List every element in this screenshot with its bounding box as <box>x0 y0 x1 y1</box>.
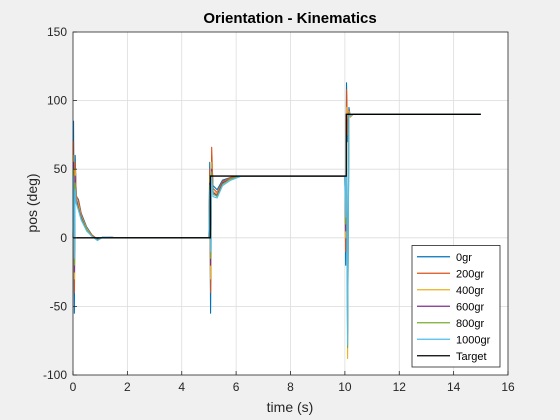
y-tick-label: 150 <box>47 25 67 39</box>
x-tick-label: 16 <box>501 380 515 394</box>
x-tick-label: 14 <box>447 380 461 394</box>
series-line-target <box>73 113 481 239</box>
x-tick-label: 8 <box>287 380 294 394</box>
tick-layer: 0 2 4 6 8 10 12 14 16 -100 -50 0 50 100 150 <box>43 25 515 394</box>
chart-title: Orientation - Kinematics <box>203 10 376 27</box>
legend-entry-label: 200gr <box>456 268 484 280</box>
legend: 0gr 200gr 400gr 600gr 800gr 1000gr Target <box>411 245 501 368</box>
legend-entry-label: Target <box>456 351 487 363</box>
y-tick-label: -100 <box>43 368 67 382</box>
legend-entry-label: 1000gr <box>456 334 491 346</box>
x-axis-label: time (s) <box>267 399 314 415</box>
x-tick-label: 10 <box>338 380 352 394</box>
x-tick-label: 12 <box>393 380 407 394</box>
x-tick-label: 0 <box>70 380 77 394</box>
y-tick-label: 100 <box>47 94 67 108</box>
x-tick-label: 2 <box>124 380 131 394</box>
series-line-1000gr <box>72 113 481 346</box>
x-tick-label: 6 <box>233 380 240 394</box>
legend-entry-label: 0gr <box>456 252 472 264</box>
y-tick-label: 0 <box>60 231 67 245</box>
y-axis-label: pos (deg) <box>24 173 40 232</box>
x-tick-label: 4 <box>178 380 185 394</box>
y-tick-label: -50 <box>50 299 68 313</box>
legend-entry-label: 400gr <box>456 285 484 297</box>
y-tick-label: 50 <box>54 162 68 176</box>
legend-entry-label: 800gr <box>456 318 484 330</box>
legend-entry-label: 600gr <box>456 301 484 313</box>
series-layer <box>72 82 481 360</box>
